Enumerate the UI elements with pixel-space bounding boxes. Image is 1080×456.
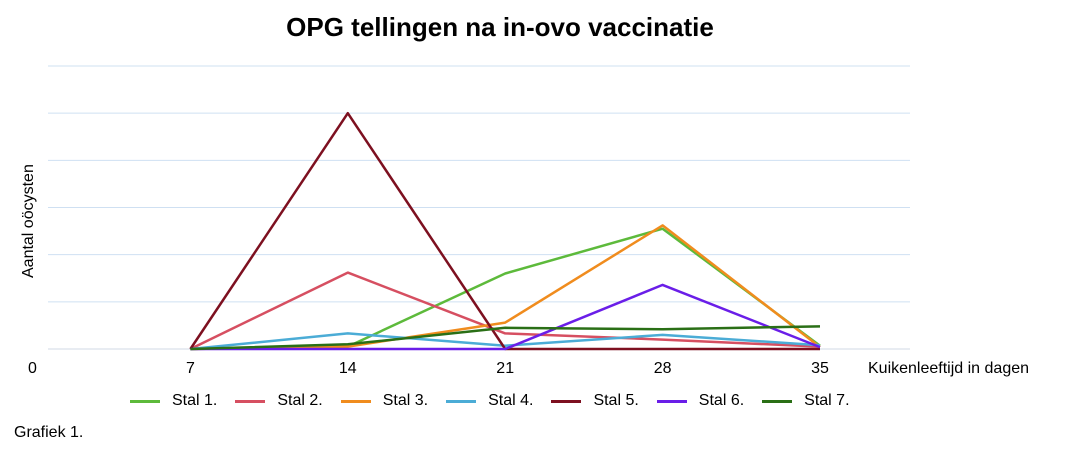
tick-labels: 0 7 14 21 28 35 [28, 360, 829, 377]
legend-swatch [762, 399, 793, 403]
series-line-stal-2 [189, 271, 821, 351]
series-lines [189, 111, 821, 351]
x-tick-label: 35 [811, 360, 829, 377]
x-axis-title: Kuikenleeftijd in dagen [868, 360, 1029, 377]
series-line-stal-4 [190, 332, 821, 351]
legend-label: Stal 3. [382, 392, 429, 409]
legend-swatch [446, 399, 477, 403]
legend-item-stal-4: Stal 4. [446, 392, 533, 410]
x-tick-label: 14 [339, 360, 357, 377]
legend-swatch [235, 399, 266, 403]
series-line-stal-7 [190, 325, 821, 351]
legend-swatch [551, 399, 582, 403]
legend-swatch [656, 399, 687, 403]
legend-item-stal-6: Stal 6. [656, 392, 745, 410]
legend-label: Stal 1. [172, 392, 218, 409]
legend-label: Stal 6. [698, 392, 745, 409]
gridlines [48, 65, 910, 350]
legend: Stal 1. Stal 2. Stal 3. Stal 4. Stal 5. Stal … [130, 392, 868, 410]
legend-item-stal-5: Stal 5. [551, 392, 639, 410]
legend-label: Stal 2. [277, 392, 323, 409]
y-axis-title: Aantal oöcysten [20, 164, 37, 278]
figure-caption: Grafiek 1. [14, 424, 84, 441]
x-tick-label: 28 [654, 360, 672, 377]
chart-title: OPG tellingen na in-ovo vaccinatie [286, 12, 714, 42]
series-line-stal-5 [189, 111, 820, 351]
x-tick-label: 21 [496, 360, 514, 377]
legend-label: Stal 4. [488, 392, 534, 409]
y-tick-label: 0 [28, 360, 37, 377]
series-line-stal-6 [190, 283, 821, 351]
legend-swatch [340, 399, 371, 403]
series-line-stal-3 [190, 224, 821, 351]
legend-swatch [130, 399, 160, 403]
legend-label: Stal 5. [593, 392, 639, 409]
legend-item-stal-3: Stal 3. [340, 392, 429, 410]
legend-item-stal-7: Stal 7. [762, 392, 850, 410]
legend-item-stal-2: Stal 2. [235, 392, 323, 410]
series-line-stal-1 [190, 227, 821, 351]
legend-label: Stal 7. [804, 392, 850, 409]
legend-item-stal-1: Stal 1. [130, 392, 217, 410]
x-tick-label: 7 [186, 360, 195, 377]
